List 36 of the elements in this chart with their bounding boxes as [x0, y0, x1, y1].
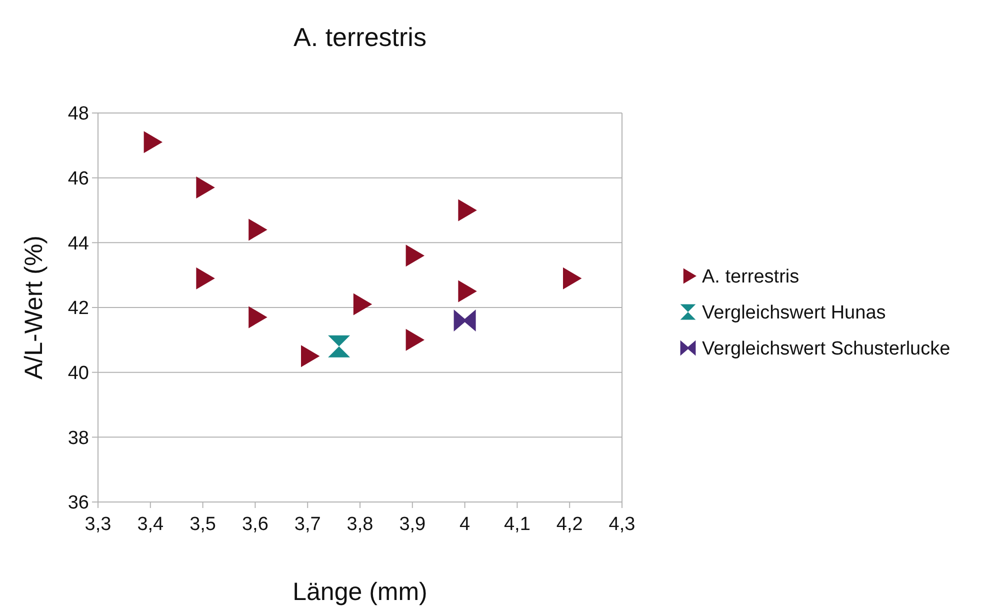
x-tick-label: 4,1 — [504, 514, 530, 535]
y-tick-label: 38 — [68, 428, 89, 449]
legend-label: Vergleichswert Schusterlucke — [702, 338, 950, 360]
x-tick-label: 4,2 — [556, 514, 583, 535]
x-tick-label: 3,4 — [137, 514, 164, 535]
y-tick-label: 48 — [68, 104, 89, 125]
point — [563, 267, 582, 290]
point — [248, 306, 268, 328]
point — [248, 218, 268, 241]
y-tick-label: 40 — [68, 362, 89, 384]
x-tick-label: 4,3 — [608, 514, 636, 535]
y-tick-label: 46 — [68, 168, 89, 190]
y-tick-label: 36 — [68, 492, 89, 514]
point — [458, 199, 477, 222]
point — [353, 293, 372, 316]
x-tick-label: 3,9 — [399, 514, 426, 535]
chart-title: A. terrestris — [294, 22, 426, 52]
legend-label: Vergleichswert Hunas — [702, 302, 886, 324]
y-tick-label: 44 — [68, 233, 90, 254]
x-tick-label: 3,8 — [346, 514, 374, 535]
point — [406, 244, 424, 267]
x-tick-label: 3,6 — [242, 514, 268, 535]
y-axis-title: A/L-Wert (%) — [20, 236, 48, 380]
x-axis-title: Länge (mm) — [292, 578, 428, 606]
legend-label: A. terrestris — [702, 266, 800, 288]
point — [301, 345, 320, 368]
x-tick-label: 3,7 — [294, 514, 321, 535]
y-tick-label: 42 — [68, 298, 89, 320]
point — [144, 131, 162, 154]
point — [196, 267, 215, 290]
point — [196, 176, 215, 199]
x-tick-label: 3,3 — [84, 514, 112, 535]
point — [406, 328, 424, 351]
x-tick-label: 4 — [460, 514, 471, 535]
point — [458, 280, 477, 302]
x-tick-label: 3,5 — [190, 514, 216, 535]
